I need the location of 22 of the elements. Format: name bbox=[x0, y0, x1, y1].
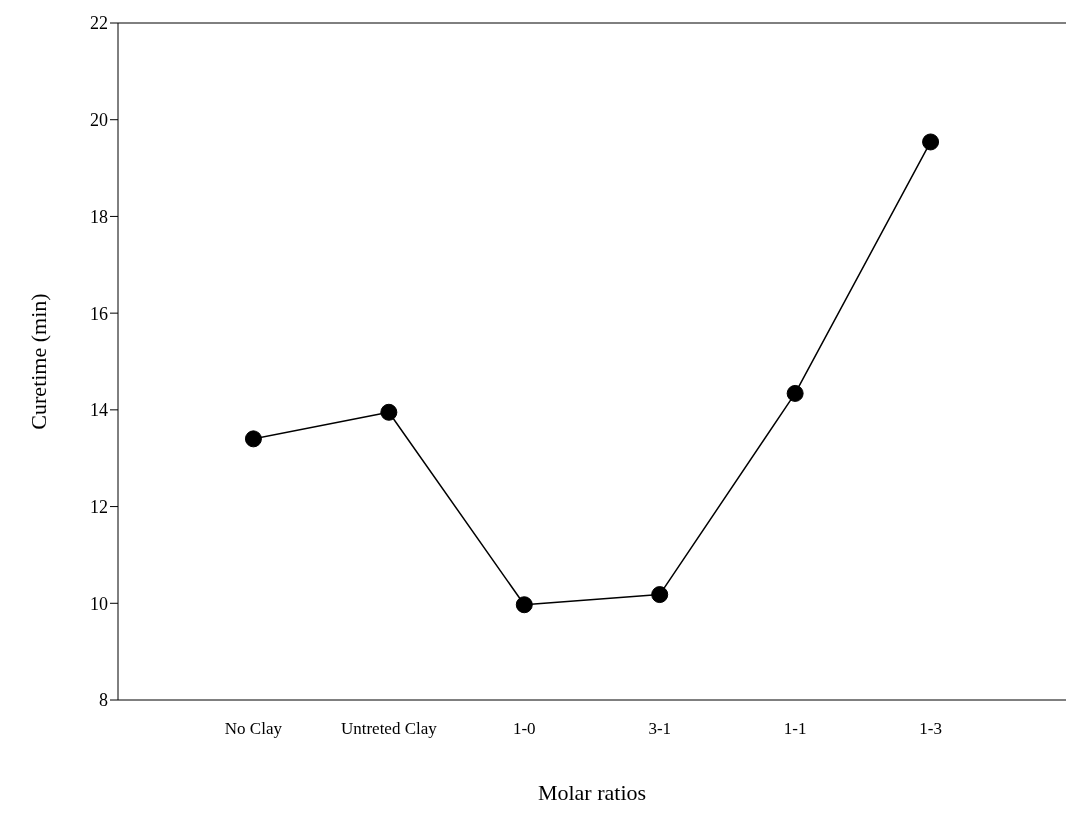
point bbox=[380, 403, 398, 421]
point bbox=[244, 430, 262, 448]
x-tick-label: No Clay bbox=[224, 719, 283, 739]
y-axis-title: Curetime (min) bbox=[25, 293, 51, 430]
x-tick-label: 1-0 bbox=[512, 719, 536, 739]
y-tick-label: 16 bbox=[90, 303, 108, 324]
y-tick-label: 22 bbox=[90, 13, 108, 34]
x-tick-label: 3-1 bbox=[648, 719, 672, 739]
x-tick-label: 1-1 bbox=[783, 719, 807, 739]
point bbox=[515, 596, 533, 614]
point bbox=[651, 586, 669, 604]
y-tick-label: 20 bbox=[90, 110, 108, 131]
y-tick-label: 14 bbox=[90, 400, 108, 421]
y-tick-label: 8 bbox=[99, 690, 108, 711]
point bbox=[786, 384, 804, 402]
y-tick-label: 10 bbox=[90, 593, 108, 614]
y-tick-label: 12 bbox=[90, 496, 108, 517]
y-tick-label: 18 bbox=[90, 206, 108, 227]
x-axis-title: Molar ratios bbox=[537, 780, 647, 805]
x-tick-label: 1-3 bbox=[919, 719, 942, 739]
x-tick-label: Untreted Clay bbox=[340, 719, 438, 739]
point bbox=[922, 133, 940, 151]
